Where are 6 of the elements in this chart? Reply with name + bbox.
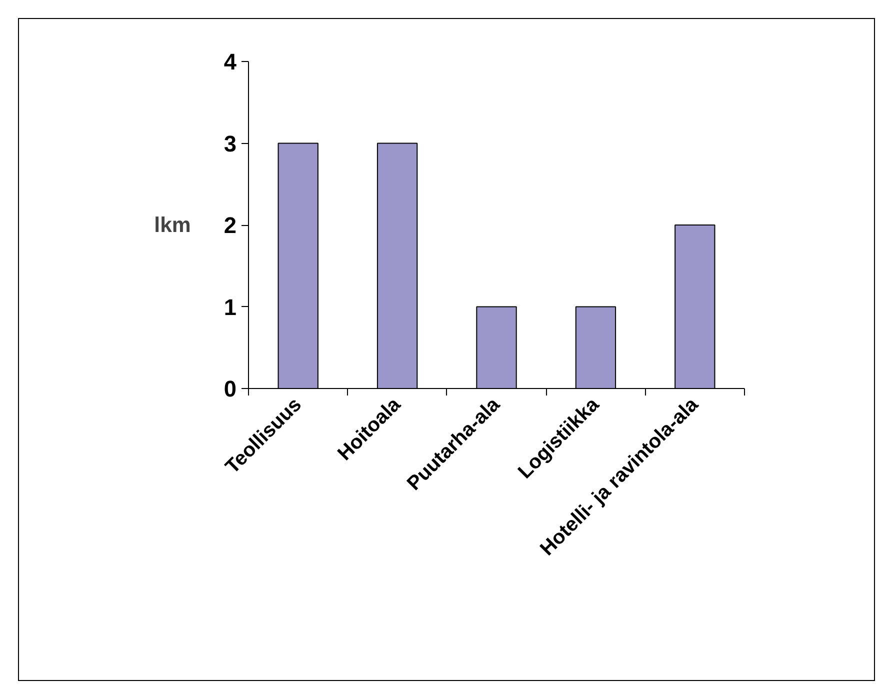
y-axis-title: lkm: [154, 213, 191, 237]
y-tick-label: 2: [224, 212, 237, 238]
y-tick-label: 1: [224, 294, 237, 320]
y-tick-label: 3: [224, 130, 237, 156]
y-tick-label: 0: [224, 376, 237, 402]
y-tick-label: 4: [224, 48, 237, 74]
